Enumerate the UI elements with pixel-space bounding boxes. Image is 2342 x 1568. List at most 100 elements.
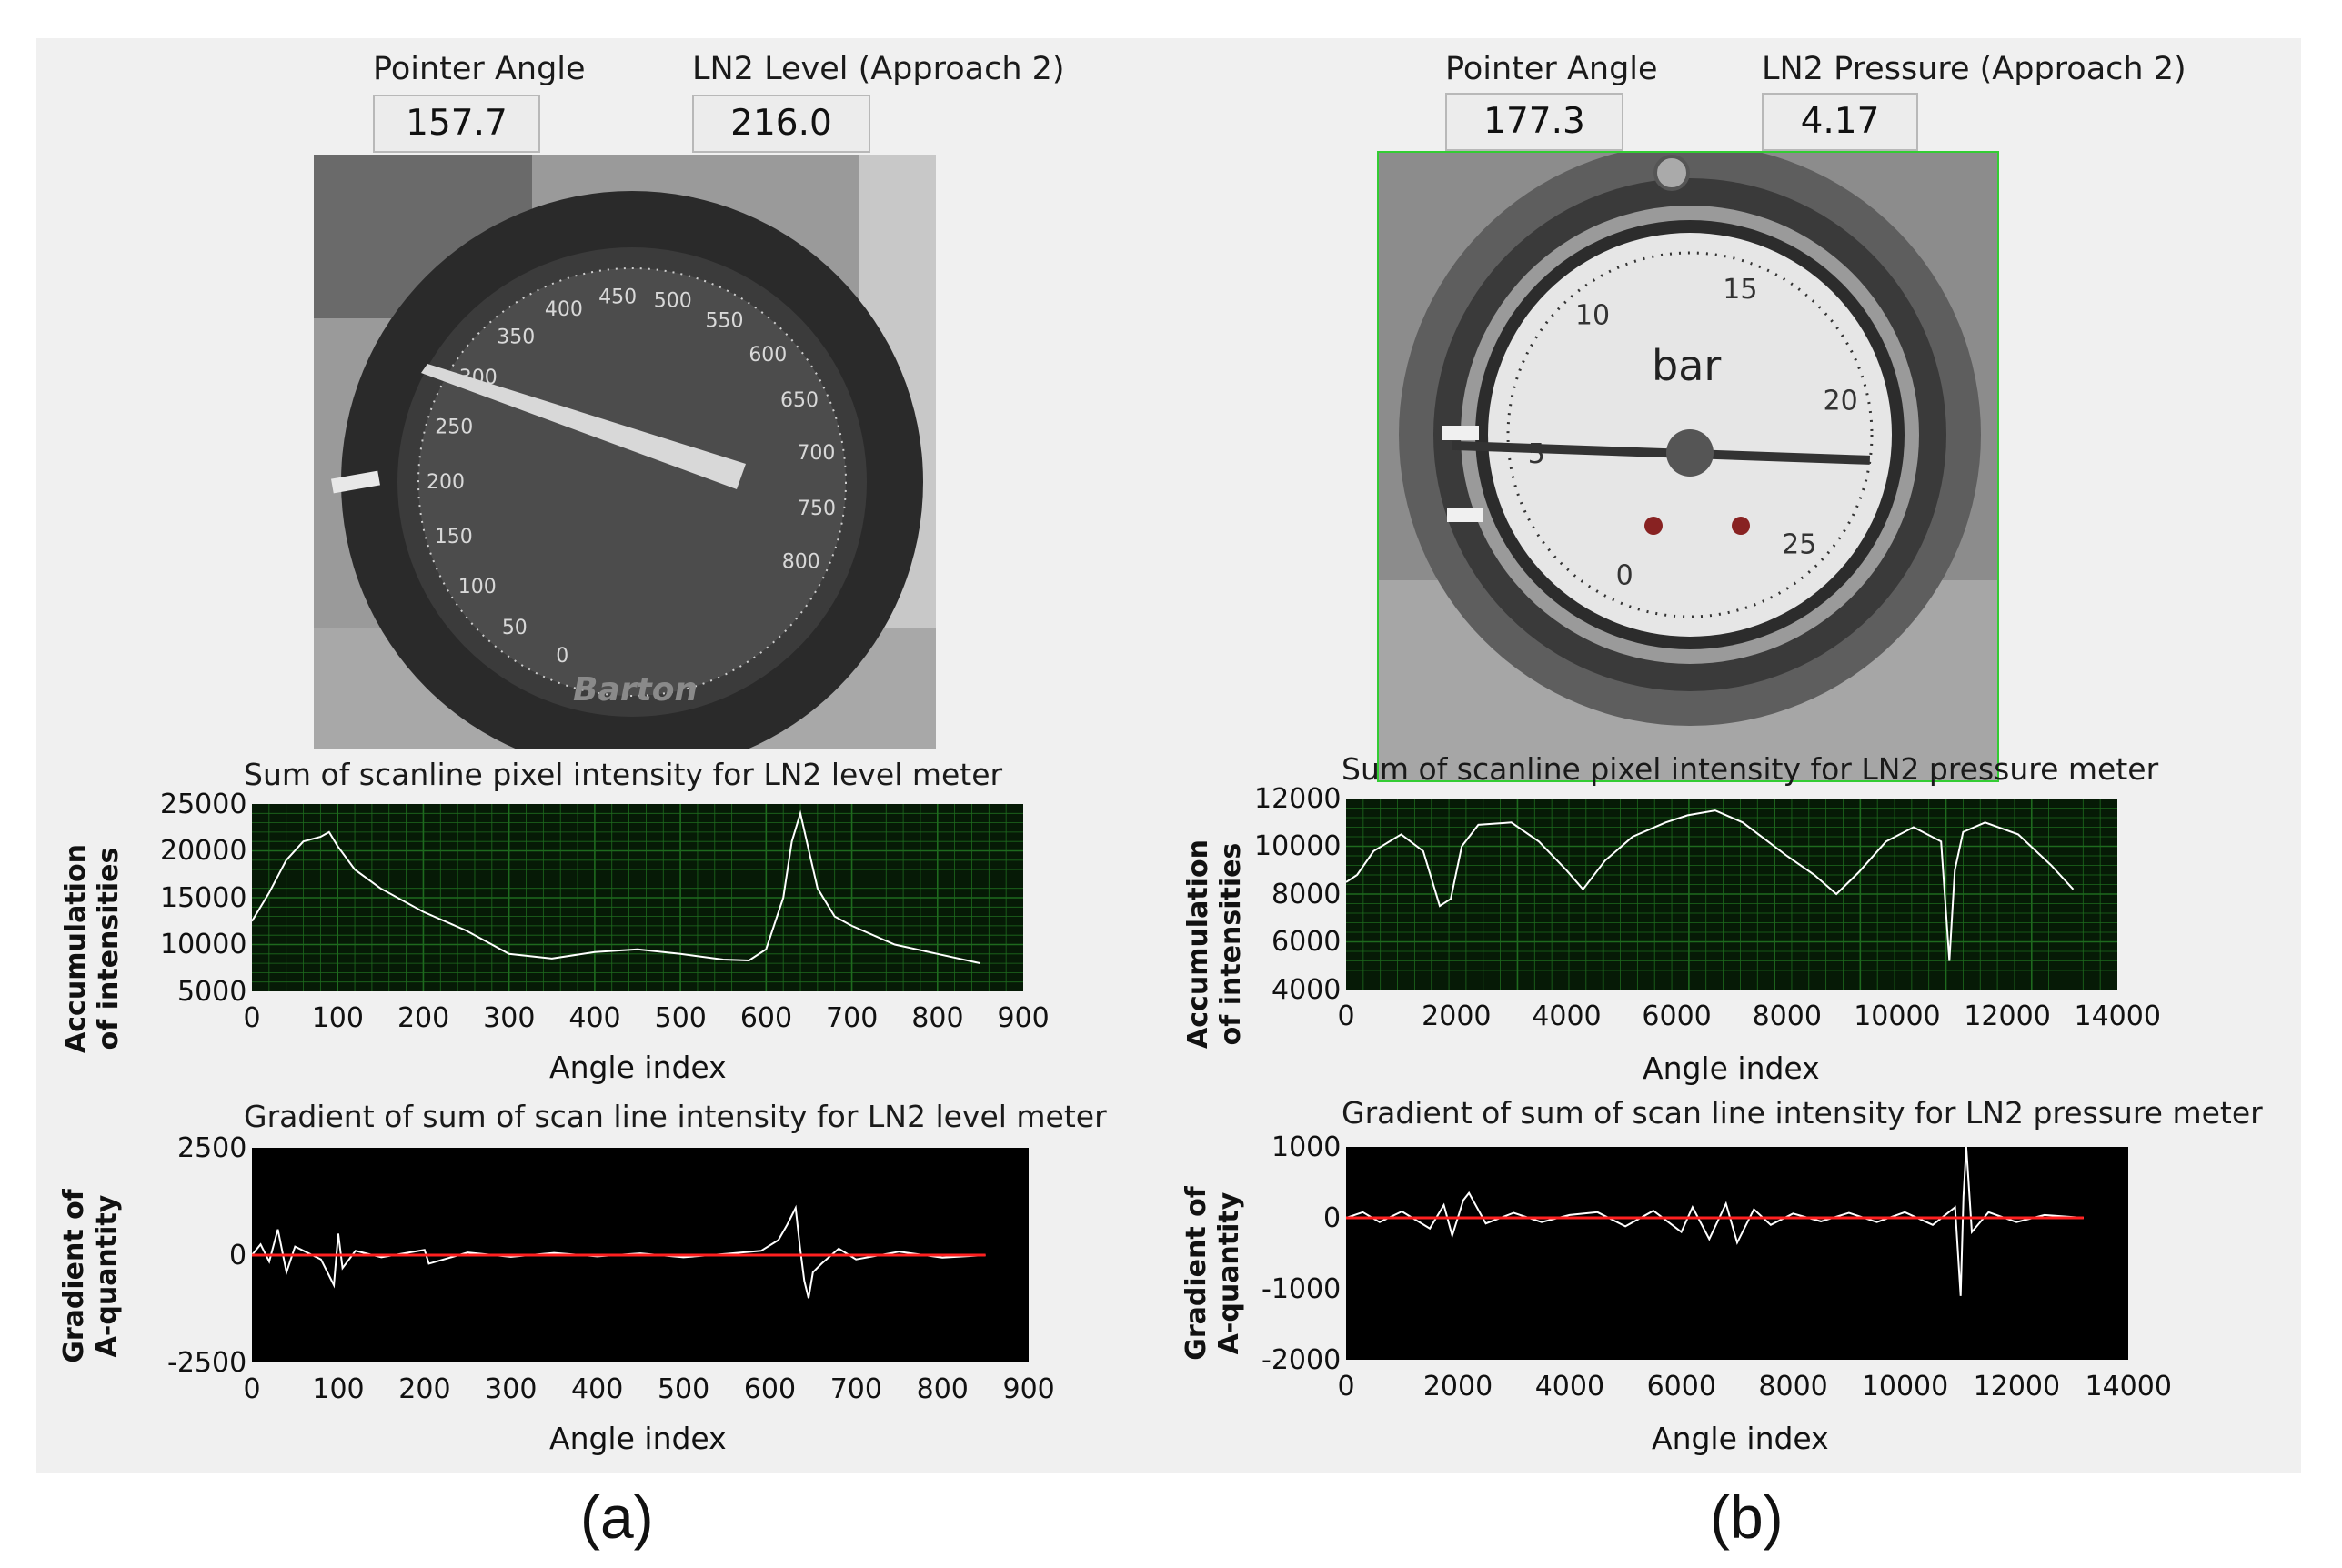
chart-a-grad-xtick: 100: [312, 1373, 365, 1405]
caption-a: (a): [580, 1483, 654, 1551]
chart-b-grad-svg: [1346, 1147, 2084, 1296]
chart-a-sum-xtick: 800: [911, 1002, 964, 1034]
chart-b-grad-ytick: -1000: [1261, 1272, 1342, 1305]
chart-b-sum-xtick: 6000: [1642, 1000, 1712, 1032]
level-scale-label-350: 350: [497, 326, 535, 348]
chart-b-sum-ytick: 10000: [1254, 830, 1342, 862]
chart-a-sum-ytick: 15000: [160, 881, 247, 914]
chart-b-sum-xtick: 4000: [1532, 1000, 1602, 1032]
pressure-scale-label-20: 20: [1824, 385, 1858, 417]
chart-b-sum-title: Sum of scanline pixel intensity for LN2 …: [1342, 751, 2159, 787]
chart-a-sum-xtick: 0: [243, 1002, 261, 1034]
chart-a-sum-ytick: 10000: [160, 929, 247, 960]
gauge-brand-text: Barton: [573, 671, 698, 709]
chart-b-sum-ylabel: Accumulation of intensities: [1182, 839, 1247, 1049]
chart-b-sum-xtick: 8000: [1752, 1000, 1822, 1032]
pressure-scale-label-5: 5: [1528, 438, 1545, 470]
chart-a-grad-xtick: 800: [916, 1373, 969, 1405]
chart-b-sum-xlabel: Angle index: [1643, 1050, 1820, 1086]
pressure-scale-label-15: 15: [1723, 274, 1757, 306]
chart-a-sum-xlabel: Angle index: [549, 1050, 727, 1085]
chart-a-sum-xtick: 400: [568, 1002, 621, 1034]
pressure-scale-label-0: 0: [1616, 560, 1633, 592]
caption-b: (b): [1710, 1483, 1784, 1551]
chart-b-sum-xtick: 12000: [1964, 1000, 2051, 1032]
chart-a-sum-ytick: 20000: [160, 835, 247, 867]
chart-b-sum-series-sum: [1346, 809, 2075, 961]
chart-b-grad-xtick: 8000: [1758, 1371, 1828, 1402]
level-scale-label-0: 0: [556, 645, 568, 668]
chart-b-grad-plot: [1346, 1147, 2128, 1360]
chart-b-grad-xtick: 2000: [1422, 1371, 1493, 1402]
pointer-angle-value: 157.7: [373, 95, 540, 153]
chart-a-sum-ytick: 25000: [160, 788, 247, 820]
pressure-gauge-unit: bar: [1652, 341, 1721, 390]
chart-a-grad-xtick: 900: [1002, 1373, 1055, 1405]
chart-a-sum-ylabel: Accumulation of intensities: [60, 844, 125, 1053]
chart-a-grad-xlabel: Angle index: [549, 1421, 727, 1456]
chart-a-sum-xtick: 500: [654, 1002, 707, 1034]
level-scale-label-700: 700: [797, 442, 835, 465]
chart-a-sum-series-sum: [252, 809, 981, 965]
chart-a-grad-series-gradient: [252, 1204, 986, 1299]
panel-a: Pointer Angle 157.7 LN2 Level (Approach …: [36, 38, 1173, 1473]
chart-a-sum-ytick: 5000: [177, 975, 247, 1008]
chart-a-grad-ylabel: Gradient of A-quantity: [58, 1189, 123, 1363]
chart-b-grad-xtick: 0: [1337, 1371, 1355, 1402]
chart-b-grad-xtick: 14000: [2085, 1371, 2172, 1402]
panel-b: Pointer Angle 177.3 LN2 Pressure (Approa…: [1166, 38, 2301, 1473]
level-scale-label-500: 500: [654, 290, 692, 313]
chart-a-grad-xtick: 700: [829, 1373, 882, 1405]
level-scale-label-400: 400: [545, 298, 583, 321]
chart-b-grad-xtick: 10000: [1861, 1371, 1949, 1402]
pointer-angle-value-b: 177.3: [1445, 93, 1623, 151]
chart-b-sum-ytick: 6000: [1272, 926, 1342, 958]
pressure-scale-label-10: 10: [1575, 299, 1610, 331]
ln2-pressure-value: 4.17: [1762, 93, 1918, 151]
chart-b-sum-plot: [1346, 799, 2117, 990]
level-scale-label-650: 650: [780, 389, 819, 412]
level-scale-label-50: 50: [502, 617, 528, 639]
ln2-level-label: LN2 Level (Approach 2): [692, 51, 1065, 87]
level-scale-label-600: 600: [749, 344, 787, 367]
chart-a-grad-xtick: 400: [571, 1373, 624, 1405]
level-scale-label-800: 800: [782, 550, 820, 573]
level-scale-label-100: 100: [458, 576, 497, 598]
chart-a-grad-title: Gradient of sum of scan line intensity f…: [244, 1099, 1107, 1134]
chart-a-grad-xtick: 200: [398, 1373, 451, 1405]
chart-a-sum-xtick: 300: [483, 1002, 536, 1034]
level-scale-label-200: 200: [427, 471, 465, 494]
level-scale-label-750: 750: [798, 498, 836, 520]
chart-b-grad-ylabel: Gradient of A-quantity: [1181, 1186, 1245, 1361]
ln2-level-value: 216.0: [692, 95, 870, 153]
chart-a-grad-ytick: 2500: [177, 1131, 247, 1164]
pressure-gauge-photo: 0 5 10 15 20 25 bar: [1377, 151, 1999, 782]
chart-b-grad-ytick: -2000: [1261, 1343, 1342, 1376]
chart-b-sum-ytick: 8000: [1272, 878, 1342, 910]
chart-a-sum-title: Sum of scanline pixel intensity for LN2 …: [244, 757, 1003, 792]
chart-b-sum-xtick: 14000: [2074, 1000, 2161, 1032]
chart-b-sum-xtick: 2000: [1422, 1000, 1492, 1032]
level-scale-label-550: 550: [706, 310, 744, 333]
ln2-pressure-label: LN2 Pressure (Approach 2): [1762, 51, 2186, 87]
chart-a-sum-xtick: 100: [311, 1002, 364, 1034]
chart-b-grad-xlabel: Angle index: [1652, 1421, 1829, 1456]
level-scale-label-250: 250: [435, 417, 473, 439]
chart-a-grad-plot: [252, 1148, 1029, 1362]
level-scale-label-450: 450: [598, 286, 637, 308]
chart-a-grad-ytick: 0: [229, 1239, 247, 1271]
chart-b-sum-ytick: 12000: [1254, 782, 1342, 815]
chart-b-sum-xtick: 0: [1337, 1000, 1355, 1032]
chart-b-grad-xtick: 12000: [1973, 1371, 2061, 1402]
pressure-gauge-pointer: [1451, 440, 1871, 465]
chart-b-grad-series-gradient: [1346, 1147, 2084, 1296]
chart-a-sum-xtick: 600: [739, 1002, 793, 1034]
chart-b-grad-xtick: 6000: [1646, 1371, 1716, 1402]
chart-a-sum-plot: [252, 804, 1023, 991]
chart-a-grad-ytick: -2500: [167, 1346, 247, 1379]
chart-b-grad-ytick: 1000: [1272, 1131, 1342, 1163]
level-scale-label-150: 150: [435, 526, 473, 548]
chart-b-sum-xtick: 10000: [1854, 1000, 1941, 1032]
level-gauge-pointer: [421, 364, 746, 489]
